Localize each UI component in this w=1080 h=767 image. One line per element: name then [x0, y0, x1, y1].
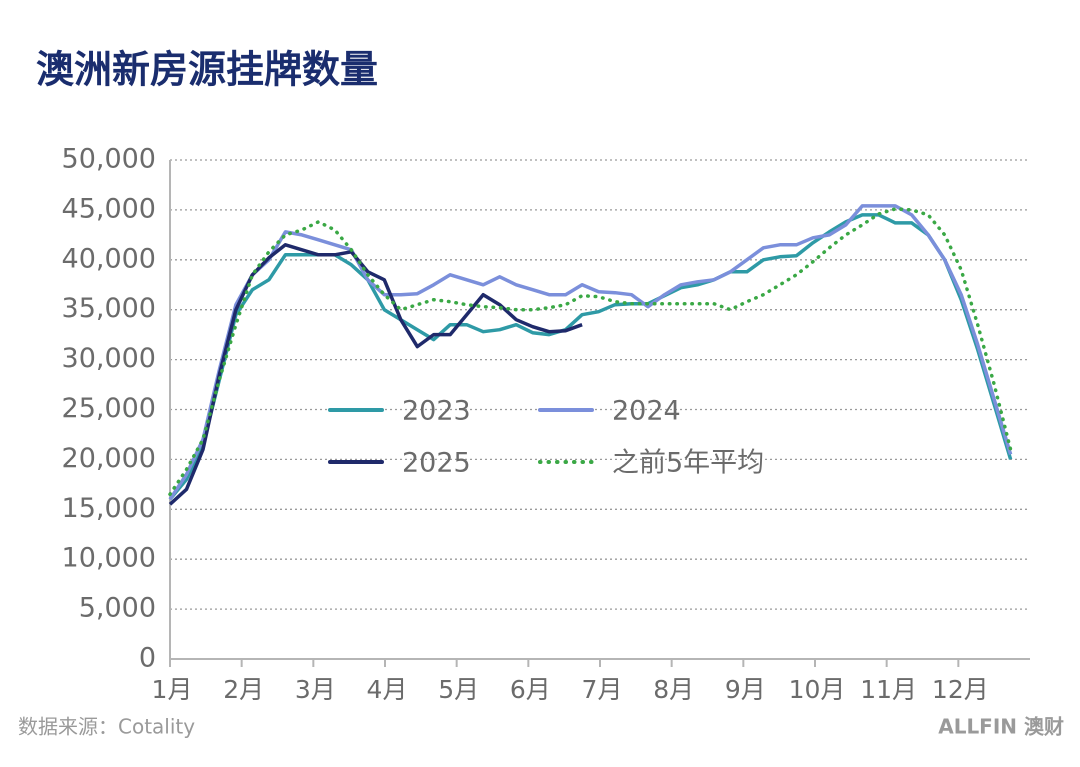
x-tick-label: 5月 — [438, 675, 479, 704]
x-tick-label: 12月 — [932, 675, 989, 704]
legend-label: 2025 — [402, 448, 471, 479]
x-tick-label: 8月 — [653, 675, 694, 704]
series-line — [168, 213, 1013, 501]
series-line — [168, 204, 1013, 501]
legend-label: 之前5年平均 — [612, 448, 764, 479]
x-tick-label: 9月 — [725, 675, 766, 704]
series-line — [168, 207, 1013, 497]
y-tick-label: 5,000 — [79, 593, 156, 624]
x-tick-label: 3月 — [295, 675, 336, 704]
x-tick-label: 11月 — [860, 675, 917, 704]
series-line — [168, 243, 583, 506]
y-tick-label: 30,000 — [62, 343, 156, 374]
y-tick-label: 15,000 — [62, 493, 156, 524]
x-tick-label: 4月 — [367, 675, 408, 704]
legend-label: 2024 — [612, 396, 681, 427]
legend-label: 2023 — [402, 396, 471, 427]
y-tick-label: 40,000 — [62, 243, 156, 274]
y-tick-label: 25,000 — [62, 393, 156, 424]
y-tick-label: 10,000 — [62, 543, 156, 574]
y-tick-label: 20,000 — [62, 443, 156, 474]
x-tick-label: 1月 — [152, 675, 193, 704]
y-tick-label: 50,000 — [62, 144, 156, 175]
y-tick-label: 0 — [139, 643, 156, 674]
x-tick-label: 2月 — [223, 675, 264, 704]
y-tick-label: 45,000 — [62, 193, 156, 224]
y-tick-label: 35,000 — [62, 293, 156, 324]
brand: ALLFIN 澳财 — [938, 715, 1064, 739]
x-tick-label: 6月 — [510, 675, 551, 704]
x-tick-label: 7月 — [582, 675, 623, 704]
source: 数据来源：Cotality — [18, 715, 195, 739]
chart-title: 澳洲新房源挂牌数量 — [36, 48, 378, 92]
x-tick-label: 10月 — [789, 675, 846, 704]
